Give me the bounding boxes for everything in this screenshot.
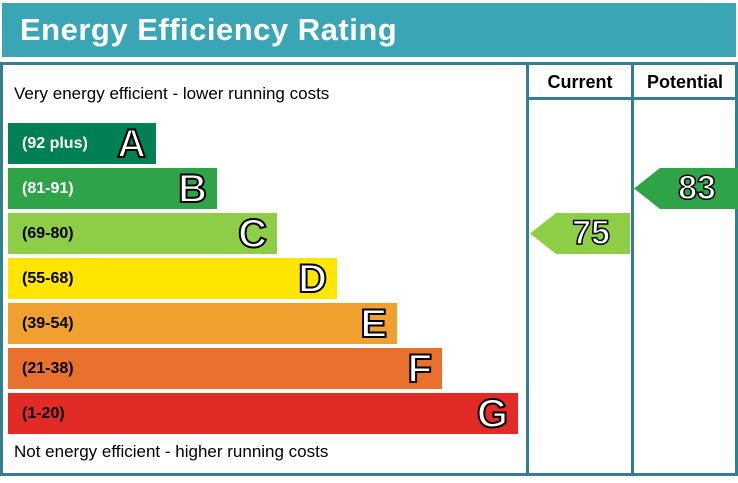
current-column-header: Current [547, 72, 613, 92]
band-range-c: (69-80) [22, 224, 74, 242]
current-rating-value: 75 [571, 213, 610, 253]
band-letter-f: F [407, 346, 433, 391]
page-title: Energy Efficiency Rating [2, 3, 736, 57]
band-range-f: (21-38) [22, 359, 74, 377]
potential-rating-value: 83 [677, 168, 716, 208]
band-range-a: (92 plus) [22, 134, 88, 152]
band-row-e: (39-54) E [8, 301, 397, 346]
band-letter-g: G [476, 391, 509, 436]
band-range-b: (81-91) [22, 179, 74, 197]
band-letter-d: D [297, 256, 328, 301]
band-letter-b: B [177, 166, 208, 211]
band-row-g: (1-20) G [8, 391, 518, 436]
band-range-e: (39-54) [22, 314, 74, 332]
band-row-f: (21-38) F [8, 346, 442, 391]
band-row-c: (69-80) C [8, 211, 277, 256]
band-row-a: (92 plus) A [8, 121, 156, 166]
header-separator [526, 97, 738, 100]
band-row-b: (81-91) B [8, 166, 217, 211]
top-note: Very energy efficient - lower running co… [14, 84, 330, 103]
potential-column-header: Potential [646, 72, 723, 92]
potential-column-divider [631, 62, 634, 476]
band-row-d: (55-68) D [8, 256, 337, 301]
band-letter-a: A [116, 121, 147, 166]
band-range-d: (55-68) [22, 269, 74, 287]
current-column-divider [526, 62, 529, 476]
band-range-g: (1-20) [22, 404, 65, 422]
band-letter-e: E [359, 301, 388, 346]
band-letter-c: C [237, 211, 268, 256]
rating-bands: (92 plus) A (81-91) B (69-80) C (55-68) … [8, 123, 518, 438]
bottom-note: Not energy efficient - higher running co… [14, 442, 329, 461]
